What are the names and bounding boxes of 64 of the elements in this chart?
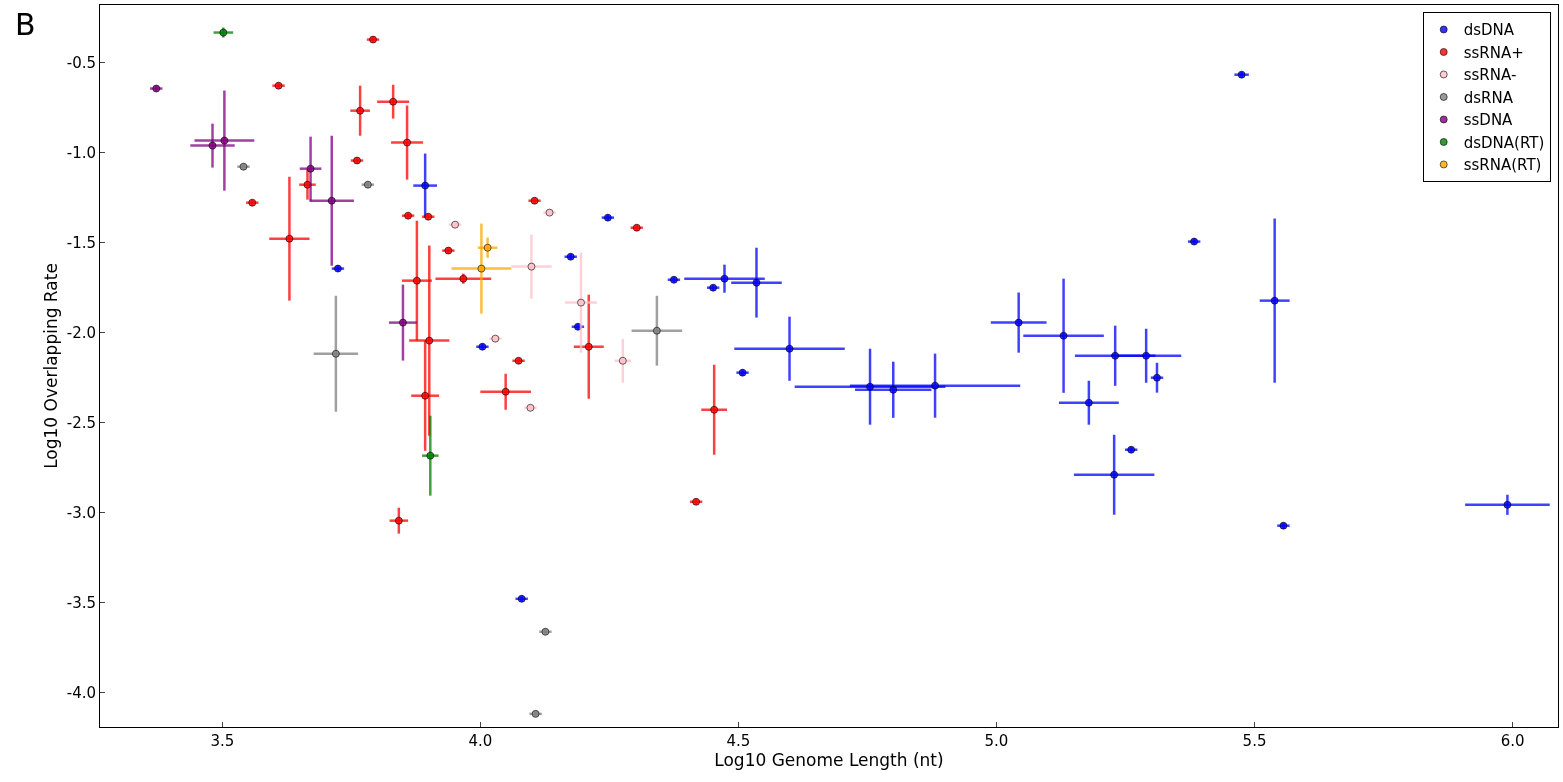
point: [619, 356, 627, 365]
point: [931, 381, 939, 390]
point: [413, 276, 421, 285]
y-tick-label: -4.0: [66, 684, 96, 703]
y-tick-label: -3.0: [66, 503, 96, 522]
point: [1110, 470, 1118, 479]
x-tick-label: 4.0: [468, 732, 493, 750]
y-tick-label: -1.5: [66, 233, 96, 252]
point: [1111, 351, 1119, 360]
point: [1153, 373, 1161, 382]
y-tick-label: -2.0: [66, 323, 96, 342]
point: [399, 318, 407, 327]
point: [403, 138, 411, 147]
x-tick-label: 3.5: [210, 732, 235, 750]
point: [356, 106, 364, 115]
point: [1059, 331, 1068, 340]
text: B: [15, 7, 36, 42]
point: [425, 336, 434, 345]
x-tick-label: 5.5: [1242, 732, 1267, 750]
point: [1270, 296, 1279, 305]
point: [710, 405, 718, 414]
point: [785, 344, 794, 353]
point: [477, 264, 486, 273]
point: [426, 451, 435, 460]
point: [220, 136, 229, 145]
point: [421, 391, 429, 400]
x-axis-title: Log10 Genome Length (nt): [714, 750, 944, 770]
point: [306, 164, 315, 173]
point: [421, 181, 429, 190]
point: [389, 97, 397, 106]
point: [1085, 398, 1093, 407]
point: [720, 274, 729, 283]
point: [866, 382, 874, 391]
y-tick-label: -3.5: [66, 594, 96, 613]
y-tick-label: -2.5: [66, 413, 96, 432]
legend-label: ssRNA+: [1463, 43, 1524, 62]
point: [653, 326, 661, 335]
point: [1503, 501, 1512, 509]
y-tick-label: -0.5: [66, 53, 96, 72]
point: [208, 141, 217, 150]
legend-label: dsRNA: [1463, 88, 1514, 107]
legend-label: ssRNA-: [1463, 66, 1517, 85]
legend-label: ssDNA: [1463, 111, 1514, 130]
legend-label: dsDNA: [1463, 21, 1515, 40]
point: [285, 234, 294, 243]
x-tick-label: 4.5: [726, 732, 751, 750]
point: [752, 278, 761, 287]
point: [527, 262, 536, 271]
point: [327, 196, 336, 205]
point: [584, 342, 593, 351]
legend-label: dsDNA(RT): [1463, 133, 1545, 152]
point: [483, 243, 492, 252]
x-tick-label: 6.0: [1500, 732, 1525, 750]
y-axis-title: Log10 Overlapping Rate: [41, 263, 62, 469]
point: [577, 298, 585, 307]
y-tick-label: -1.0: [66, 143, 96, 162]
point: [1014, 318, 1023, 327]
point: [395, 516, 403, 525]
point: [1142, 351, 1150, 360]
legend-label: ssRNA(RT): [1463, 156, 1542, 175]
point: [332, 349, 340, 358]
x-tick-label: 5.0: [984, 732, 1009, 750]
point: [889, 385, 898, 394]
point: [501, 387, 510, 396]
